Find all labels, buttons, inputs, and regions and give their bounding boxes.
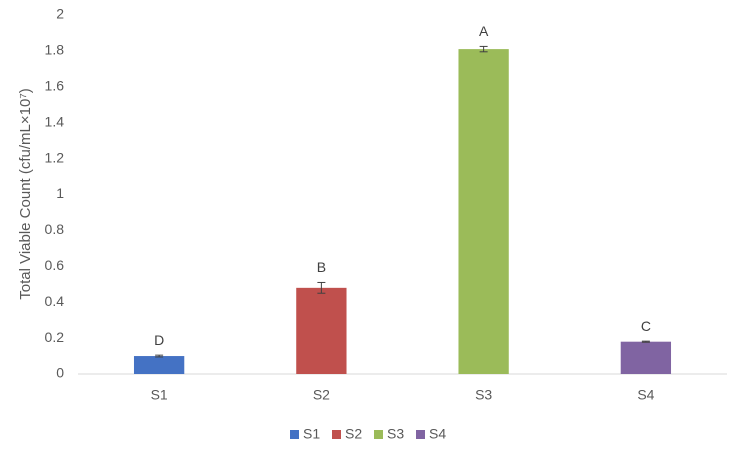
y-tick-label: 1.6 (45, 78, 65, 94)
bar (458, 49, 509, 374)
y-tick-label: 1.4 (45, 113, 65, 129)
x-tick-label: S3 (475, 387, 492, 403)
x-tick-label: S2 (313, 387, 330, 403)
y-tick-label: 0.4 (45, 293, 65, 309)
y-tick-label: 0.8 (45, 221, 65, 237)
legend-swatch (332, 430, 341, 439)
y-tick-label: 1.2 (45, 149, 65, 165)
y-tick-label: 0 (56, 365, 64, 381)
significance-letter: D (154, 332, 164, 348)
y-tick-label: 0.6 (45, 257, 65, 273)
bar (296, 287, 347, 374)
bar (133, 356, 185, 374)
bar (620, 341, 672, 374)
y-tick-label: 1.8 (45, 42, 65, 58)
significance-letter: A (479, 23, 489, 39)
legend-label: S1 (303, 426, 320, 442)
legend-label: S2 (345, 426, 362, 442)
y-tick-label: 2 (56, 6, 64, 22)
x-tick-label: S4 (637, 387, 654, 403)
legend-swatch (374, 430, 383, 439)
significance-letter: C (641, 318, 651, 334)
x-tick-label: S1 (151, 387, 168, 403)
y-tick-label: 0.2 (45, 329, 65, 345)
y-tick-label: 1 (56, 185, 64, 201)
legend-swatch (416, 430, 425, 439)
legend-label: S3 (387, 426, 404, 442)
y-axis-label: Total Viable Count (cfu/mL×10⁷) (17, 88, 34, 300)
legend-swatch (290, 430, 299, 439)
legend-label: S4 (429, 426, 446, 442)
significance-letter: B (317, 259, 326, 275)
